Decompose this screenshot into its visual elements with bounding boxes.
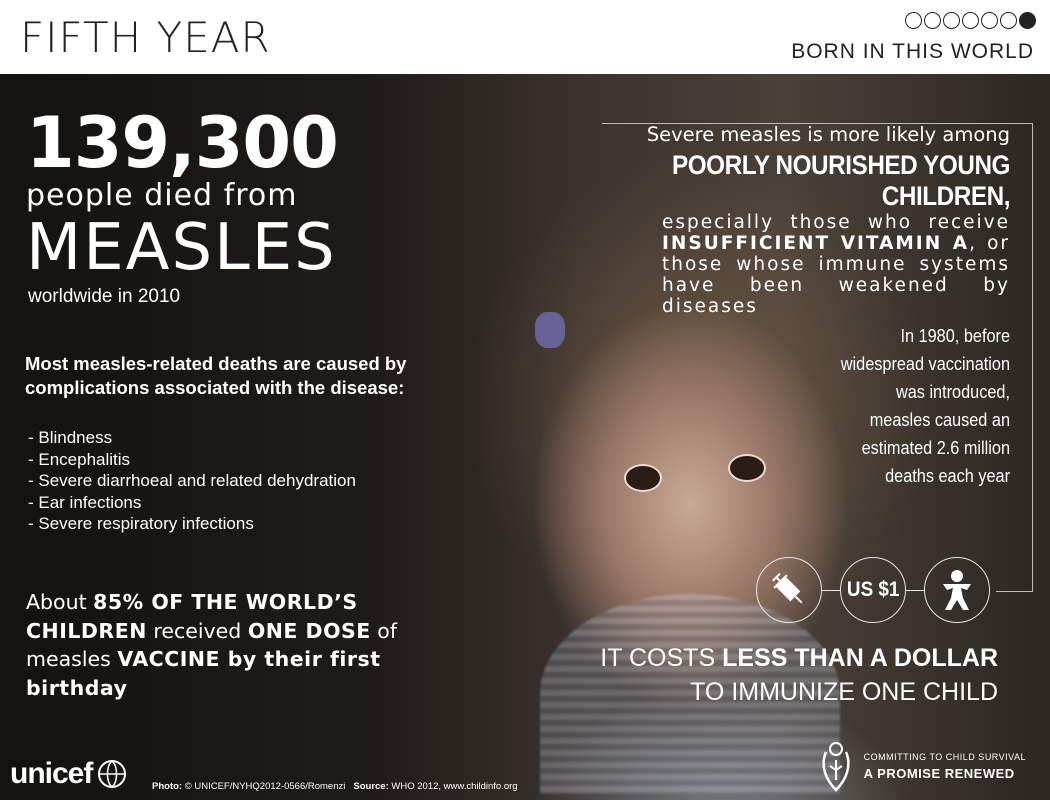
vaccine-text-part: About	[26, 590, 94, 614]
risk-headline: POORLY NOURISHED YOUNG CHILDREN,	[671, 150, 1010, 211]
promise-line2: A PROMISE RENEWED	[863, 765, 1015, 781]
progress-dots	[905, 12, 1036, 29]
risk-text-part: , or those whose immune systems have bee…	[662, 233, 1010, 317]
cost-text-part: IT COSTS	[600, 644, 723, 672]
syringe-circle	[756, 557, 822, 623]
vaccine-coverage-text: About 85% OF THE WORLD’S CHILDREN receiv…	[26, 588, 426, 702]
promise-text: COMMITTING TO CHILD SURVIVAL A PROMISE R…	[864, 752, 1026, 781]
cost-icons: US $1	[756, 557, 990, 623]
header-bar: FIFTH YEAR BORN IN THIS WORLD	[0, 0, 1050, 74]
cause-item: - Severe diarrhoeal and related dehydrat…	[28, 471, 356, 490]
connector-line	[906, 589, 924, 591]
photo-credit: Photo: © UNICEF/NYHQ2012-0566/Romenzi Sou…	[152, 781, 518, 792]
unicef-wordmark: unicef	[10, 757, 93, 790]
progress-dot	[924, 12, 941, 29]
year-text: worldwide in 2010	[28, 286, 181, 307]
source-text: WHO 2012, www.childinfo.org	[391, 781, 518, 792]
progress-dot	[943, 12, 960, 29]
risk-detail: especially those who receive INSUFFICIEN…	[662, 212, 1010, 317]
vaccine-highlight: 85% OF THE WORLD’S CHILDREN	[26, 590, 358, 643]
history-fact: In 1980, before widespread vaccination w…	[840, 325, 1010, 486]
cause-item: - Severe respiratory infections	[28, 514, 254, 533]
unicef-logo: unicef	[10, 757, 128, 791]
promise-renewed-icon	[822, 742, 850, 792]
risk-line: Severe measles is more likely among	[646, 123, 1010, 146]
progress-dot-current	[1019, 12, 1036, 29]
series-title: BORN IN THIS WORLD	[791, 40, 1034, 63]
photo-label: Photo:	[152, 781, 183, 792]
connector-line	[822, 589, 840, 591]
hair-clip	[535, 312, 565, 348]
cost-headline: IT COSTS LESS THAN A DOLLAR	[600, 644, 998, 673]
syringe-icon	[772, 573, 803, 604]
sweater-detail	[540, 594, 840, 794]
causes-list: - Blindness - Encephalitis - Severe diar…	[28, 427, 356, 535]
disease-name: MEASLES	[26, 211, 337, 285]
deaths-text: people died from	[26, 178, 298, 213]
progress-dot	[962, 12, 979, 29]
photo-credit-text: © UNICEF/NYHQ2012-0566/Romenzi	[184, 781, 346, 792]
child-circle	[924, 557, 990, 623]
source-label: Source:	[353, 781, 389, 792]
cost-subline: TO IMMUNIZE ONE CHILD	[690, 678, 998, 706]
progress-dot	[905, 12, 922, 29]
risk-text-part: especially those who receive	[662, 212, 1010, 233]
vaccine-text-part: received	[146, 618, 248, 643]
page-title: FIFTH YEAR	[20, 13, 271, 62]
risk-factors-block: Severe measles is more likely among POOR…	[590, 123, 1011, 317]
cost-highlight: LESS THAN A DOLLAR	[722, 644, 998, 672]
progress-dot	[981, 12, 998, 29]
deaths-number: 139,300	[26, 102, 339, 184]
eye-left	[624, 464, 662, 492]
vaccine-highlight: VACCINE by their first birthday	[26, 647, 381, 700]
price-label: US $1	[846, 578, 900, 601]
cause-item: - Encephalitis	[28, 449, 131, 469]
price-circle: US $1	[840, 557, 906, 623]
eye-right	[728, 454, 766, 482]
promise-line1: COMMITTING TO CHILD SURVIVAL	[863, 751, 1026, 762]
vaccine-highlight: ONE DOSE	[247, 618, 371, 643]
promise-renewed-logo: COMMITTING TO CHILD SURVIVAL A PROMISE R…	[818, 740, 1026, 792]
bracket-line-end	[996, 591, 1032, 592]
progress-dot	[1000, 12, 1017, 29]
causes-intro: Most measles-related deaths are caused b…	[25, 353, 407, 398]
child-icon	[943, 570, 971, 610]
cause-item: - Ear infections	[28, 492, 142, 512]
cause-item: - Blindness	[28, 428, 113, 447]
unicef-globe-icon	[98, 760, 127, 788]
background-photo	[0, 74, 1050, 800]
risk-highlight: INSUFFICIENT VITAMIN A	[662, 233, 970, 254]
vaccine-text-part: of measles	[26, 618, 398, 672]
